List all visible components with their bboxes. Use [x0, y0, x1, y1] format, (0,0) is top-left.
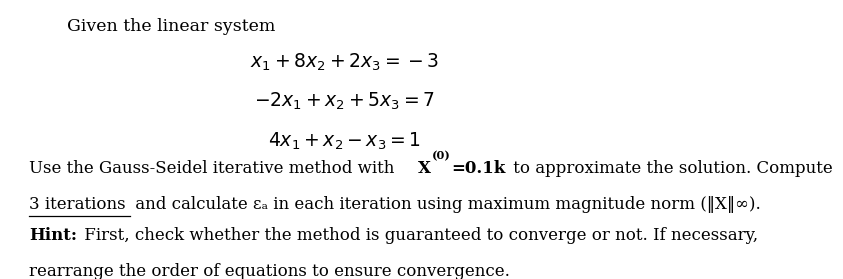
Text: (0): (0) — [432, 150, 450, 161]
Text: to approximate the solution. Compute: to approximate the solution. Compute — [508, 160, 833, 177]
Text: 3 iterations: 3 iterations — [29, 196, 126, 213]
Text: First, check whether the method is guaranteed to converge or not. If necessary,: First, check whether the method is guara… — [79, 227, 759, 244]
Text: (0): (0) — [432, 160, 450, 171]
Text: Given the linear system: Given the linear system — [67, 18, 275, 35]
Text: =0.1k: =0.1k — [451, 160, 506, 177]
Text: $x_1 + 8x_2 + 2x_3 = -3$: $x_1 + 8x_2 + 2x_3 = -3$ — [250, 52, 438, 73]
Text: Hint:: Hint: — [29, 227, 77, 244]
Text: rearrange the order of equations to ensure convergence.: rearrange the order of equations to ensu… — [29, 263, 510, 279]
Text: $-2x_1 + x_2 + 5x_3 = 7$: $-2x_1 + x_2 + 5x_3 = 7$ — [254, 91, 435, 112]
Text: X: X — [418, 160, 431, 177]
Text: $4x_1 + x_2 - x_3 = 1$: $4x_1 + x_2 - x_3 = 1$ — [268, 130, 421, 151]
Text: Use the Gauss-Seidel iterative method with: Use the Gauss-Seidel iterative method wi… — [29, 160, 400, 177]
Text: and calculate εₐ in each iteration using maximum magnitude norm (‖X‖∞).: and calculate εₐ in each iteration using… — [131, 196, 761, 213]
